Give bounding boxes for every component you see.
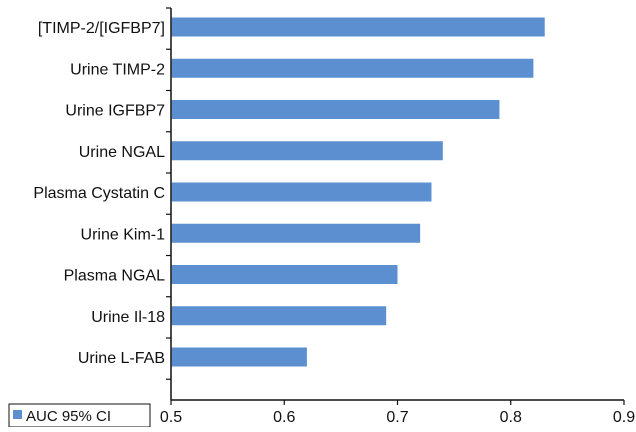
axes-layer <box>166 7 625 405</box>
legend-swatch <box>13 410 22 419</box>
labels-layer: 0.5 0.6 0.7 0.8 0.9 [TIMP-2/[IGFBP7] Urine TIM… <box>33 20 635 426</box>
category-label: Plasma Cystatin C <box>33 185 165 202</box>
legend-label: AUC 95% CI <box>26 408 111 425</box>
category-label: Urine NGAL <box>79 144 165 161</box>
category-label: Urine L-FAB <box>78 350 165 367</box>
bar <box>171 141 443 161</box>
category-label: Urine TIMP-2 <box>70 61 165 78</box>
bar <box>171 223 421 243</box>
bar <box>171 265 398 284</box>
category-label: [TIMP-2/[IGFBP7] <box>38 20 165 37</box>
x-tick-label: 0.6 <box>273 409 295 426</box>
bar <box>171 58 534 78</box>
x-tick-label: 0.5 <box>160 409 182 426</box>
category-label: Urine Il-18 <box>91 309 165 326</box>
x-tick-label: 0.8 <box>500 409 522 426</box>
bar <box>171 347 307 367</box>
bar <box>171 17 545 37</box>
bar <box>171 182 432 202</box>
category-label: Urine IGFBP7 <box>65 103 165 120</box>
bars-layer <box>171 17 545 367</box>
category-label: Plasma NGAL <box>64 268 165 285</box>
x-tick-label: 0.9 <box>613 409 635 426</box>
bar <box>171 306 387 326</box>
bar <box>171 100 500 119</box>
legend: AUC 95% CI <box>8 403 151 428</box>
x-tick-label: 0.7 <box>386 409 408 426</box>
category-label: Urine Kim-1 <box>81 226 166 243</box>
